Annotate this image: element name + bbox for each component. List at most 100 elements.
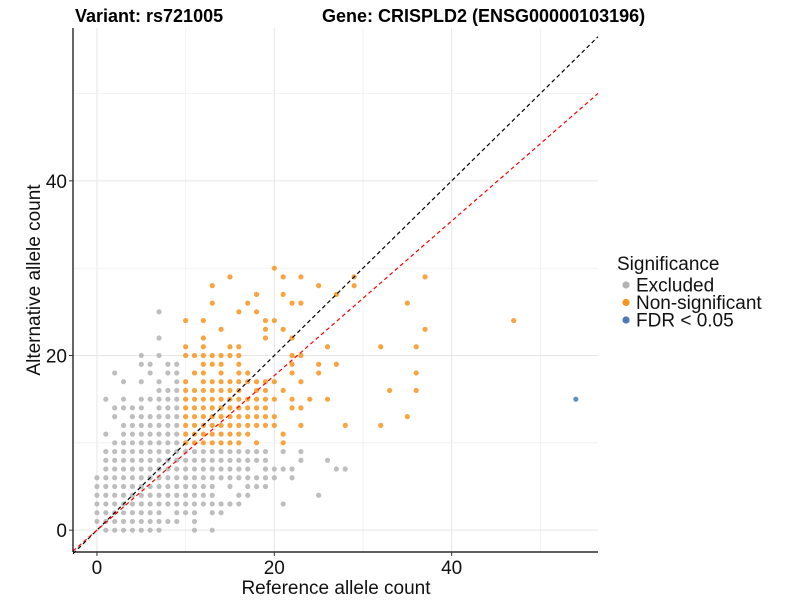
data-point (183, 396, 189, 402)
data-point (183, 466, 189, 472)
data-point (298, 274, 304, 280)
data-point (165, 483, 171, 490)
data-point (333, 466, 339, 472)
data-point (200, 466, 206, 472)
data-point (262, 457, 269, 463)
data-point (298, 448, 304, 455)
data-point (262, 387, 269, 394)
data-point (280, 440, 286, 446)
data-point (280, 274, 286, 280)
data-point (262, 475, 269, 481)
data-point (236, 492, 242, 498)
data-point (156, 352, 162, 359)
data-point (262, 448, 269, 455)
data-point (165, 422, 171, 428)
data-point (218, 370, 224, 376)
data-point (289, 466, 295, 472)
legend-title: Significance (617, 254, 719, 275)
data-point (280, 466, 286, 472)
data-point (156, 527, 162, 533)
data-point (333, 361, 339, 367)
data-point (183, 431, 189, 437)
data-point (129, 431, 136, 437)
data-point (236, 370, 242, 376)
data-point (191, 396, 198, 402)
data-point (112, 414, 118, 420)
data-point (156, 501, 162, 507)
data-point (253, 379, 260, 385)
data-point (218, 440, 224, 446)
data-point (120, 510, 127, 516)
data-point (342, 466, 348, 472)
data-point (298, 457, 304, 463)
data-point (280, 448, 286, 455)
data-point (165, 431, 171, 437)
data-point (280, 431, 286, 437)
data-point (307, 396, 313, 402)
data-point (174, 483, 180, 490)
data-point (174, 405, 180, 411)
legend-label: Excluded (636, 276, 714, 297)
data-point (245, 300, 251, 306)
data-point (191, 475, 198, 481)
data-point (103, 492, 109, 498)
data-point (94, 475, 100, 481)
data-point (253, 457, 260, 463)
data-point (120, 483, 127, 490)
data-point (147, 518, 153, 525)
data-point (298, 300, 304, 306)
data-point (103, 457, 109, 463)
data-point (129, 405, 136, 411)
data-point (253, 422, 260, 428)
data-point (200, 431, 206, 437)
data-point (245, 457, 251, 463)
data-point (227, 466, 233, 472)
data-point (112, 475, 118, 481)
data-point (316, 361, 322, 367)
data-point (209, 466, 215, 472)
legend-label: Non-significant (636, 293, 762, 314)
data-point (262, 326, 269, 332)
data-point (183, 422, 189, 428)
data-point (147, 370, 153, 376)
data-point (289, 352, 295, 359)
data-point (218, 501, 224, 507)
data-point (289, 300, 295, 306)
data-point (129, 466, 136, 472)
data-point (94, 483, 100, 490)
data-point (147, 396, 153, 402)
data-point (386, 387, 393, 394)
data-point (165, 405, 171, 411)
data-point (120, 457, 127, 463)
data-point (245, 483, 251, 490)
y-tick-label: 20 (46, 347, 67, 368)
data-point (174, 361, 180, 367)
data-point (351, 283, 357, 289)
data-point (156, 457, 162, 463)
data-point (156, 396, 162, 402)
y-tick-label: 40 (46, 172, 67, 193)
data-point (324, 396, 331, 402)
data-point (138, 501, 144, 507)
reference-lines (72, 36, 599, 555)
data-point (191, 448, 198, 455)
data-point (218, 466, 224, 472)
data-point (209, 501, 215, 507)
data-point (120, 518, 127, 525)
data-point (262, 483, 269, 490)
data-point (280, 326, 286, 332)
data-point (218, 431, 224, 437)
data-point (200, 335, 206, 341)
data-point (227, 379, 233, 385)
data-point (191, 510, 198, 516)
data-point (209, 448, 215, 455)
data-point (218, 475, 224, 481)
data-point (129, 483, 136, 490)
data-point (209, 379, 215, 385)
data-point (271, 317, 277, 324)
data-point (174, 440, 180, 446)
data-point (138, 422, 144, 428)
data-point (147, 510, 153, 516)
data-point (147, 527, 153, 533)
data-point (218, 510, 224, 516)
